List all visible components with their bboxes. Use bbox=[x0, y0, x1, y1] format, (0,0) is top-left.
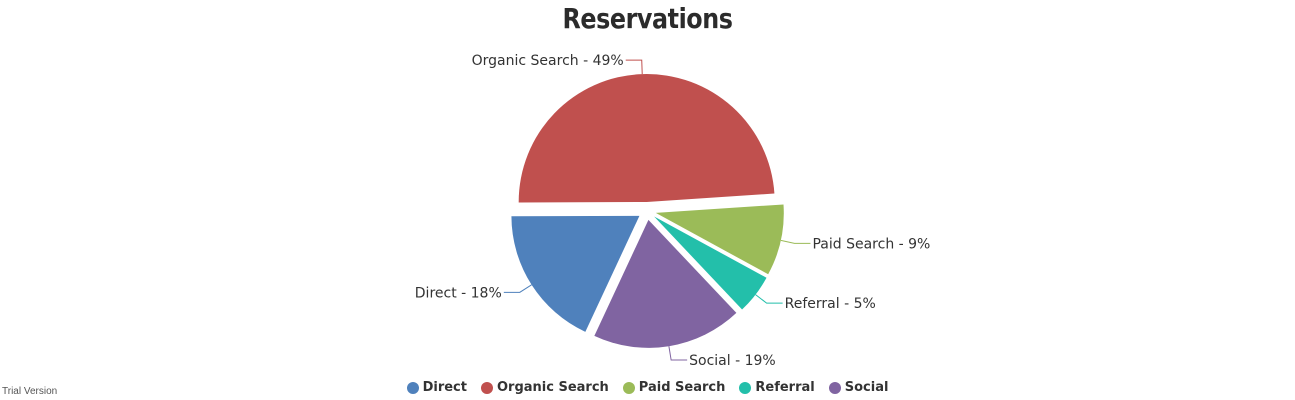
pie-labels: Direct - 18% Organic Search - 49% Paid Sea… bbox=[415, 53, 931, 369]
legend-marker bbox=[480, 381, 493, 394]
slice-label: Social - 19% bbox=[689, 353, 776, 369]
pie-slice-referral[interactable] bbox=[654, 216, 767, 310]
pie-slices bbox=[511, 74, 784, 348]
legend-marker bbox=[406, 381, 419, 394]
leader-line bbox=[625, 59, 643, 75]
chart-title: Reservations bbox=[562, 2, 733, 35]
legend-label: Social bbox=[844, 380, 889, 395]
pie-slice-organic-search[interactable] bbox=[518, 74, 775, 203]
trial-version-label: Trial Version bbox=[2, 386, 58, 397]
legend-item[interactable]: Referral bbox=[739, 380, 815, 395]
legend-marker bbox=[622, 381, 635, 394]
leader-line bbox=[780, 239, 811, 244]
legend: Direct Organic Search Paid Search Referral S… bbox=[0, 380, 1295, 395]
legend-marker bbox=[739, 381, 752, 394]
pie-slice-direct[interactable] bbox=[511, 215, 640, 332]
slice-label: Paid Search - 9% bbox=[812, 236, 930, 252]
slice-label: Organic Search - 49% bbox=[472, 53, 624, 69]
legend-label: Direct bbox=[422, 380, 467, 395]
leader-line bbox=[503, 284, 532, 293]
legend-label: Organic Search bbox=[496, 380, 609, 395]
pie-slice-paid-search[interactable] bbox=[655, 204, 784, 275]
leader-line bbox=[668, 346, 688, 361]
pie-slice-social[interactable] bbox=[594, 219, 737, 348]
legend-label: Paid Search bbox=[638, 380, 726, 395]
legend-item[interactable]: Social bbox=[828, 380, 889, 395]
legend-item[interactable]: Paid Search bbox=[622, 380, 726, 395]
legend-marker bbox=[828, 381, 841, 394]
legend-item[interactable]: Direct bbox=[406, 380, 467, 395]
slice-label: Referral - 5% bbox=[785, 296, 876, 312]
slice-label: Direct - 18% bbox=[415, 285, 502, 301]
legend-item[interactable]: Organic Search bbox=[480, 380, 609, 395]
legend-label: Referral bbox=[755, 380, 815, 395]
leader-line bbox=[755, 294, 783, 304]
